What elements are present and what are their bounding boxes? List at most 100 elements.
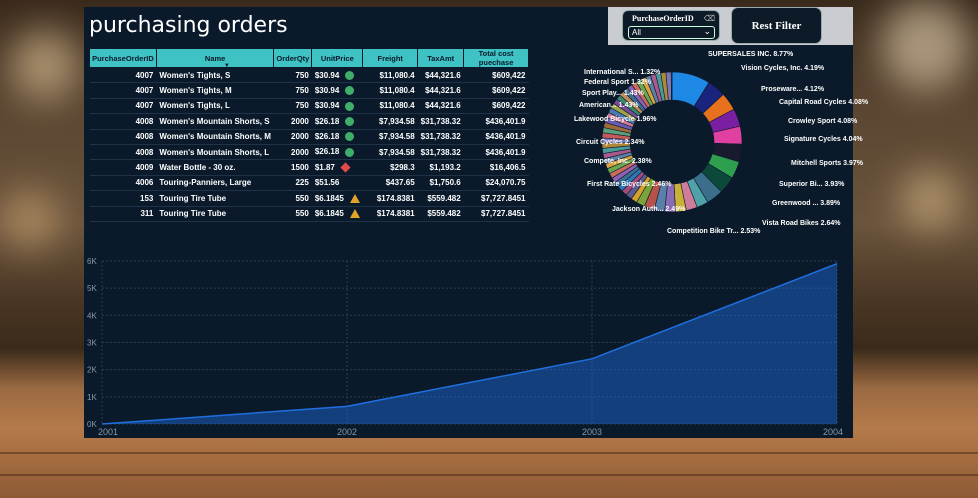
column-header[interactable]: OrderQty bbox=[273, 48, 313, 68]
table-row[interactable]: 4008 Women's Mountain Shorts, L 2000 $26.18… bbox=[89, 144, 529, 161]
slicer-value: All bbox=[632, 28, 641, 37]
donut-label: Jackson Auth... 2.49% bbox=[612, 206, 686, 213]
table-cell-qty: 750 bbox=[273, 82, 312, 99]
table-row[interactable]: 4007 Women's Tights, L 750 $30.94 $11,080.4 $… bbox=[89, 98, 529, 115]
table-row[interactable]: 311 Touring Tire Tube 550 $6.1845 $174.8381 $… bbox=[89, 206, 529, 222]
table-row[interactable]: 4009 Water Bottle - 30 oz. 1500 $1.87 $298.3… bbox=[89, 159, 529, 176]
x-tick-label: 2003 bbox=[582, 427, 602, 437]
table-cell-freight: $11,080.4 bbox=[362, 98, 418, 115]
table-cell-id: 4007 bbox=[89, 67, 157, 84]
table-cell-price: $51.56 bbox=[311, 175, 363, 192]
donut-label: Vista Road Bikes 2.64% bbox=[762, 220, 841, 227]
table-cell-id: 4008 bbox=[89, 113, 157, 130]
table-cell-total: $609,422 bbox=[463, 82, 529, 99]
donut-label: Vision Cycles, Inc. 4.19% bbox=[741, 65, 825, 72]
column-header[interactable]: Name ▼ bbox=[155, 48, 275, 69]
chevron-down-icon: ⌄ bbox=[703, 26, 711, 36]
donut-label: Superior Bi... 3.93% bbox=[779, 181, 845, 188]
table-cell-tax: $44,321.6 bbox=[417, 67, 464, 84]
donut-label: American... 1.43% bbox=[579, 102, 639, 109]
y-tick-label: 4K bbox=[87, 311, 97, 320]
column-header[interactable]: Total cost puechase bbox=[463, 48, 529, 68]
donut-chart: SUPERSALES INC. 8.77% Vision Cycles, Inc.… bbox=[529, 47, 868, 237]
table-cell-tax: $31,738.32 bbox=[417, 144, 464, 161]
column-header[interactable]: PurchaseOrderID bbox=[89, 48, 157, 68]
table-cell-tax: $559.482 bbox=[417, 206, 464, 222]
donut-label: Greenwood ... 3.89% bbox=[772, 200, 841, 207]
table-row[interactable]: 4007 Women's Tights, M 750 $30.94 $11,080.4 $… bbox=[89, 82, 529, 99]
background-bokeh bbox=[0, 190, 60, 250]
red-diamond-icon bbox=[340, 162, 351, 173]
column-header[interactable]: Freight bbox=[362, 48, 419, 68]
table-cell-total: $609,422 bbox=[463, 67, 529, 84]
table-cell-total: $7,727.8451 bbox=[463, 206, 529, 222]
background-bokeh bbox=[10, 30, 80, 100]
table-cell-freight: $11,080.4 bbox=[362, 82, 418, 99]
column-header[interactable]: UnitPrice bbox=[311, 48, 364, 68]
table-cell-total: $436,401.9 bbox=[463, 129, 529, 145]
yellow-triangle-icon bbox=[349, 194, 360, 204]
purchase-order-slicer[interactable]: PurchaseOrderID ⌫ All ⌄ bbox=[622, 10, 720, 41]
table-cell-tax: $1,193.2 bbox=[417, 159, 464, 176]
green-circle-icon bbox=[345, 86, 355, 96]
donut-label: Compete, Inc. 2.38% bbox=[584, 158, 652, 165]
table-cell-id: 4007 bbox=[89, 82, 157, 99]
table-cell-price: $26.18 bbox=[311, 113, 363, 130]
green-circle-icon bbox=[345, 117, 355, 127]
area-series-line[interactable] bbox=[101, 263, 838, 425]
table-cell-total: $436,401.9 bbox=[463, 113, 529, 130]
eraser-icon[interactable]: ⌫ bbox=[703, 14, 715, 23]
table-row[interactable]: 4007 Women's Tights, S 750 $30.94 $11,080.4 $… bbox=[89, 67, 529, 84]
green-circle-icon bbox=[345, 101, 355, 111]
table-cell-price: $30.94 bbox=[311, 67, 363, 84]
table-cell-name: Women's Mountain Shorts, S bbox=[156, 113, 274, 130]
y-tick-label: 5K bbox=[87, 284, 97, 293]
table-cell-price: $30.94 bbox=[311, 82, 363, 99]
y-tick-label: 3K bbox=[87, 339, 97, 348]
sort-down-icon: ▼ bbox=[223, 63, 230, 69]
table-cell-id: 4008 bbox=[89, 144, 157, 161]
donut-label: SUPERSALES INC. 8.77% bbox=[708, 51, 794, 58]
donut-label: Sport Play... 1.43% bbox=[582, 90, 644, 97]
table-cell-id: 4007 bbox=[89, 98, 157, 115]
green-circle-icon bbox=[345, 132, 355, 142]
slicer-dropdown[interactable]: All ⌄ bbox=[628, 26, 715, 39]
table-cell-qty: 750 bbox=[273, 67, 312, 84]
x-tick-label: 2001 bbox=[98, 427, 118, 437]
table-cell-qty: 550 bbox=[273, 206, 312, 222]
table-cell-freight: $7,934.58 bbox=[362, 129, 418, 145]
table-cell-qty: 550 bbox=[273, 190, 312, 207]
x-tick-label: 2004 bbox=[823, 427, 843, 437]
table-cell-id: 4009 bbox=[89, 159, 157, 176]
donut-label: Capital Road Cycles 4.08% bbox=[779, 99, 869, 106]
table-row[interactable]: 153 Touring Tire Tube 550 $6.1845 $174.8381 $… bbox=[89, 190, 529, 207]
y-tick-label: 2K bbox=[87, 366, 97, 375]
area-series-fill[interactable] bbox=[102, 263, 837, 424]
column-header[interactable]: TaxAmt bbox=[417, 48, 465, 68]
reset-filter-button[interactable]: Rest Filter bbox=[731, 7, 822, 44]
donut-label: International S... 1.32% bbox=[584, 69, 661, 76]
empty-icon bbox=[345, 179, 354, 188]
table-cell-freight: $7,934.58 bbox=[362, 144, 418, 161]
table-row[interactable]: 4006 Touring-Panniers, Large 225 $51.56 $437… bbox=[89, 175, 529, 192]
table-cell-id: 311 bbox=[89, 206, 157, 222]
donut-label: First Rate Bicycles 2.46% bbox=[587, 181, 672, 188]
table-cell-price: $1.87 bbox=[311, 159, 363, 176]
donut-slice[interactable] bbox=[670, 71, 673, 101]
table-row[interactable]: 4008 Women's Mountain Shorts, S 2000 $26.18… bbox=[89, 113, 529, 130]
table-cell-name: Touring Tire Tube bbox=[156, 206, 274, 222]
table-cell-name: Women's Tights, S bbox=[156, 67, 274, 84]
table-cell-name: Women's Mountain Shorts, L bbox=[156, 144, 274, 161]
table-cell-total: $609,422 bbox=[463, 98, 529, 115]
table-cell-freight: $437.65 bbox=[362, 175, 418, 192]
table-cell-tax: $44,321.6 bbox=[417, 98, 464, 115]
table-cell-name: Touring-Panniers, Large bbox=[156, 175, 274, 192]
green-circle-icon bbox=[345, 70, 355, 80]
y-tick-label: 6K bbox=[87, 257, 97, 266]
slicer-label: PurchaseOrderID bbox=[632, 14, 694, 23]
donut-label: Competition Bike Tr... 2.53% bbox=[667, 228, 761, 235]
yellow-triangle-icon bbox=[349, 209, 360, 219]
table-cell-tax: $44,321.6 bbox=[417, 82, 464, 99]
table-cell-freight: $174.8381 bbox=[362, 190, 418, 207]
table-row[interactable]: 4008 Women's Mountain Shorts, M 2000 $26.18… bbox=[89, 129, 529, 145]
